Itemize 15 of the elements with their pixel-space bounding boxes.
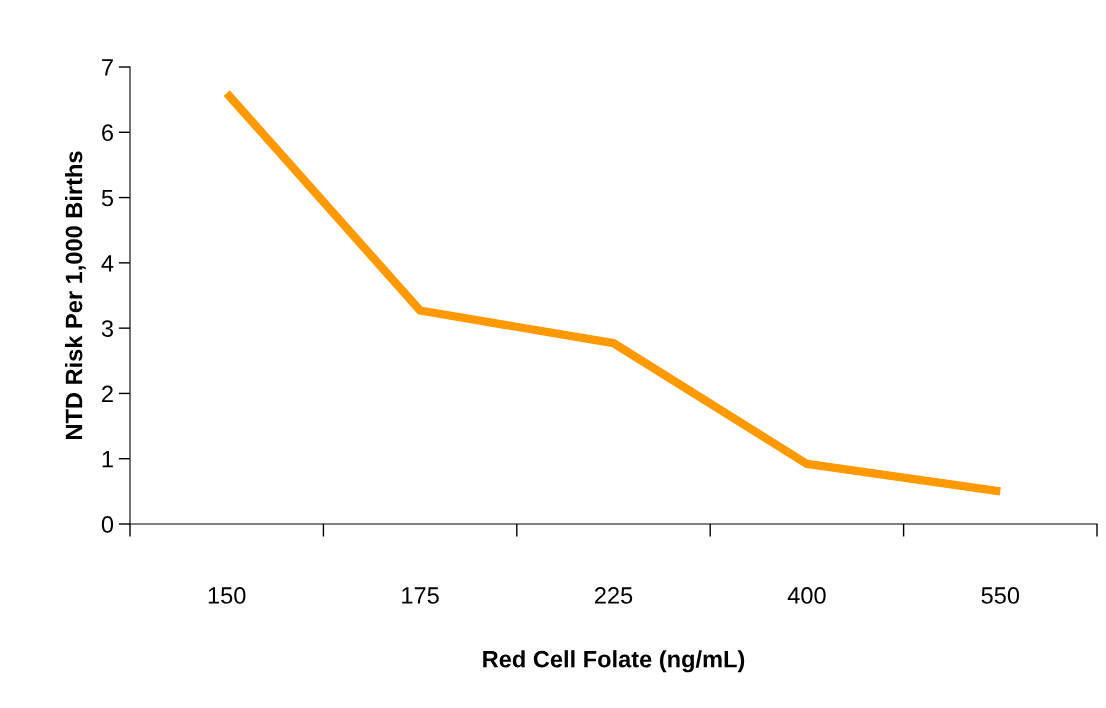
x-tick-label: 150 (208, 587, 246, 604)
y-tick-label: 0 (101, 516, 114, 533)
x-tick-label: 400 (787, 587, 826, 604)
y-axis-title: NTD Risk Per 1,000 Births (65, 151, 86, 439)
y-tick-label: 2 (102, 385, 113, 402)
x-tick-label: 225 (594, 587, 633, 604)
x-tick-label: 175 (402, 587, 439, 604)
y-tick-label: 1 (102, 451, 113, 468)
x-tick-label: 550 (981, 587, 1020, 604)
y-tick-label: 7 (102, 59, 113, 76)
y-tick-label: 4 (101, 255, 114, 272)
x-axis-title: Red Cell Folate (ng/mL) (483, 650, 745, 673)
y-tick-label: 5 (101, 189, 114, 207)
y-tick-label: 6 (102, 124, 113, 142)
y-tick-label: 3 (101, 320, 113, 337)
